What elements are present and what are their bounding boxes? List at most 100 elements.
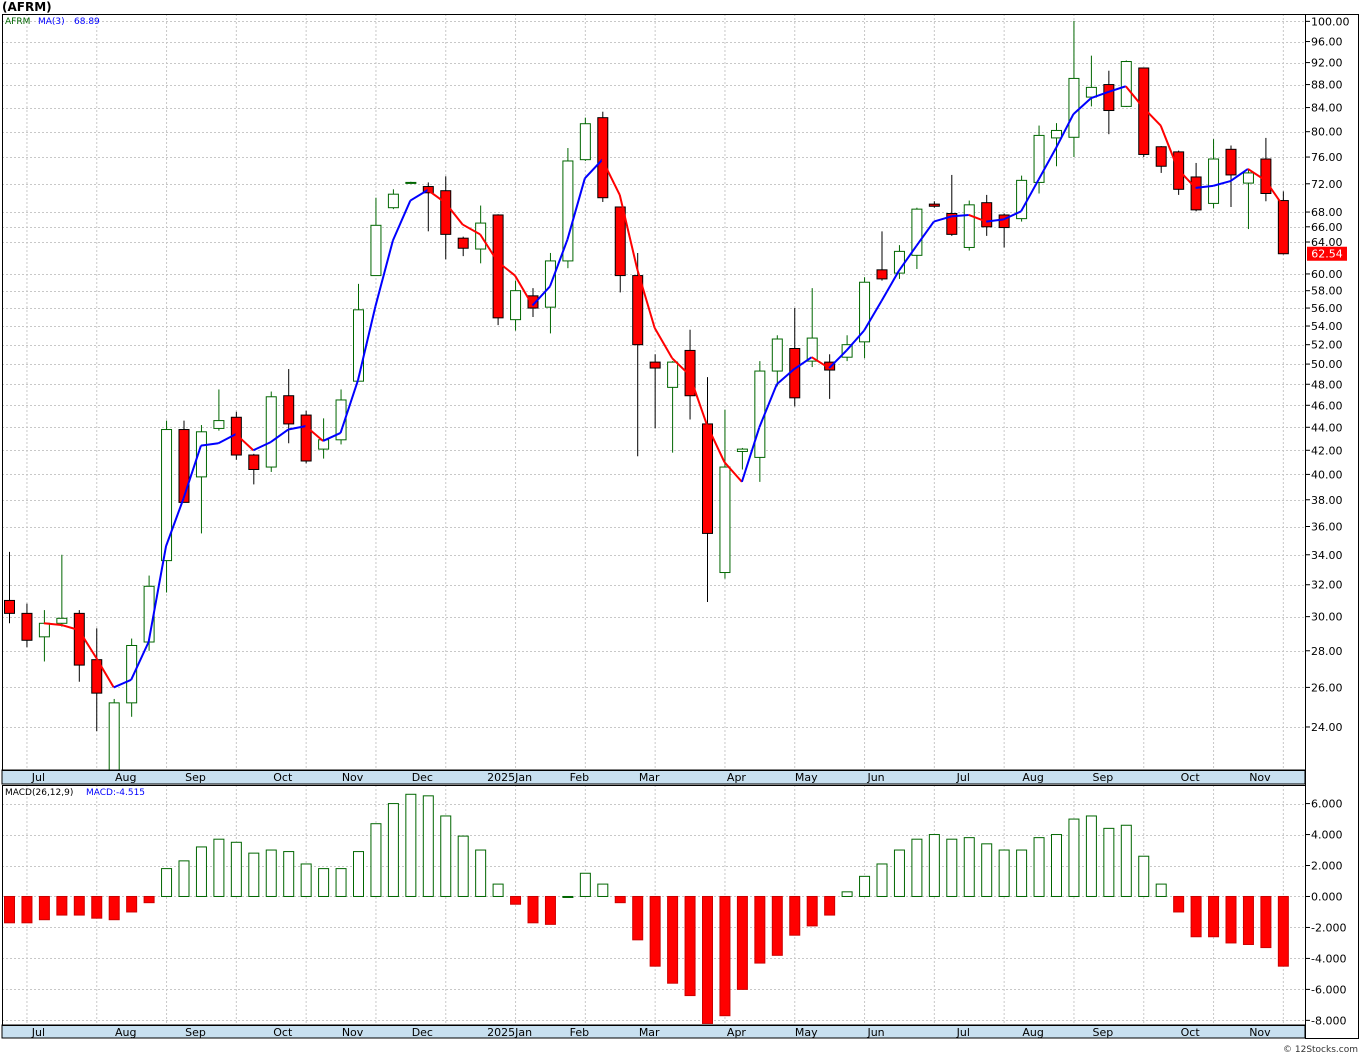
macd-bar-positive — [492, 883, 504, 897]
price-x-month-label: Mar — [639, 771, 660, 784]
candle-body-up — [859, 281, 871, 343]
ma-segment — [618, 194, 639, 270]
macd-bar-positive — [248, 852, 260, 897]
macd-bar-positive — [178, 860, 190, 897]
candle — [195, 425, 207, 534]
candle-body-up — [1085, 86, 1097, 98]
macd-bar-positive — [1068, 818, 1080, 897]
candle — [283, 369, 295, 444]
ma-segment — [217, 433, 237, 445]
candle-body-up — [405, 181, 417, 184]
price-y-tick-label: 44.00 — [1311, 421, 1343, 434]
candle — [213, 389, 225, 431]
ma-segment — [479, 233, 499, 263]
candle-body-down — [283, 395, 295, 425]
macd-bar-positive — [422, 795, 434, 897]
ma-segment — [305, 425, 324, 442]
macd-bar-positive — [1016, 849, 1028, 897]
macd-bar-positive — [1051, 834, 1062, 897]
ma-segment — [252, 441, 272, 452]
price-y-tick-label: 66.00 — [1311, 221, 1343, 234]
price-y-tick-label: 24.00 — [1311, 721, 1343, 734]
ma-segment — [1108, 85, 1127, 93]
price-y-tick-label: 64.00 — [1311, 236, 1343, 249]
candle-body-down — [1225, 148, 1237, 176]
macd-bar-negative — [684, 895, 696, 997]
candle-body-up — [335, 399, 347, 441]
macd-bar-positive — [353, 851, 364, 897]
candle-body-up — [1120, 61, 1132, 107]
price-y-tick-label: 42.00 — [1311, 444, 1343, 457]
macd-bar-negative — [527, 895, 539, 924]
ma-segment — [391, 200, 412, 241]
macd-x-month-label: 2025Jan — [487, 1026, 532, 1039]
candle — [387, 189, 399, 210]
ma-segment — [758, 383, 778, 428]
macd-bar-negative — [754, 895, 766, 964]
macd-bar-negative — [702, 895, 713, 1024]
macd-x-month-label: Oct — [1181, 1026, 1201, 1039]
ma-segment — [1142, 106, 1162, 127]
candle — [300, 410, 312, 464]
price-x-month-label: Nov — [342, 771, 364, 784]
macd-bar-positive — [859, 875, 871, 897]
macd-bar-positive — [876, 863, 888, 897]
macd-x-month-label: Oct — [273, 1026, 293, 1039]
ma-segment — [77, 629, 98, 659]
macd-x-month-label: Jun — [866, 1026, 884, 1039]
macd-y-tick-label: -4.000 — [1311, 952, 1346, 965]
candle-body-up — [806, 337, 818, 362]
price-y-tick-label: 28.00 — [1311, 645, 1343, 658]
price-y-tick-label: 76.00 — [1311, 151, 1343, 164]
macd-x-month-label: Aug — [115, 1026, 136, 1039]
candle-body-down — [981, 202, 993, 228]
candle — [21, 603, 33, 648]
candle — [265, 391, 277, 472]
macd-bar-negative — [510, 895, 522, 905]
macd-y-tick-label: -8.000 — [1311, 1014, 1346, 1027]
macd-bar-negative — [736, 895, 748, 990]
ma-segment — [688, 374, 708, 426]
ma-segment — [915, 221, 935, 247]
price-y-tick-label: 72.00 — [1311, 178, 1343, 191]
candle — [161, 420, 173, 593]
macd-bar-positive — [161, 868, 173, 897]
ma-segment — [793, 356, 813, 370]
ma-segment — [235, 433, 254, 452]
candle-body-down — [492, 214, 504, 319]
candle-body-down — [928, 203, 940, 207]
macd-x-month-label: Dec — [412, 1026, 433, 1039]
macd-bar-positive — [475, 849, 487, 897]
ma-segment — [898, 245, 918, 272]
candle-body-up — [265, 396, 277, 468]
price-x-month-label: Jul — [31, 771, 45, 784]
macd-label: MACD(26,12,9) — [5, 788, 73, 798]
macd-bar-positive — [213, 838, 225, 897]
macd-bar-negative — [91, 895, 103, 919]
macd-bar-negative — [667, 895, 679, 984]
candle-body-up — [387, 193, 399, 209]
ma-value: 68.89 — [74, 17, 100, 27]
candle-body-down — [876, 269, 888, 280]
ma-segment — [200, 442, 219, 447]
ma-segment — [845, 329, 865, 352]
ma-segment — [880, 270, 900, 302]
macd-bar-negative — [632, 895, 644, 941]
macd-bar-positive — [841, 891, 853, 897]
macd-x-month-label: Feb — [570, 1026, 589, 1039]
candle — [1016, 175, 1028, 222]
price-x-month-label: 2025Jan — [487, 771, 532, 784]
macd-bar-positive — [981, 843, 993, 897]
macd-bar-positive — [370, 823, 382, 897]
candle — [1155, 146, 1167, 173]
macd-bar-positive — [562, 895, 574, 898]
candle-body-up — [56, 617, 68, 624]
candle — [1277, 191, 1289, 255]
candle-body-down — [1155, 146, 1167, 167]
price-x-month-label: Oct — [273, 771, 293, 784]
macd-bar-positive — [335, 868, 347, 897]
candle-body-down — [248, 454, 260, 470]
candle-body-up — [1033, 134, 1045, 183]
